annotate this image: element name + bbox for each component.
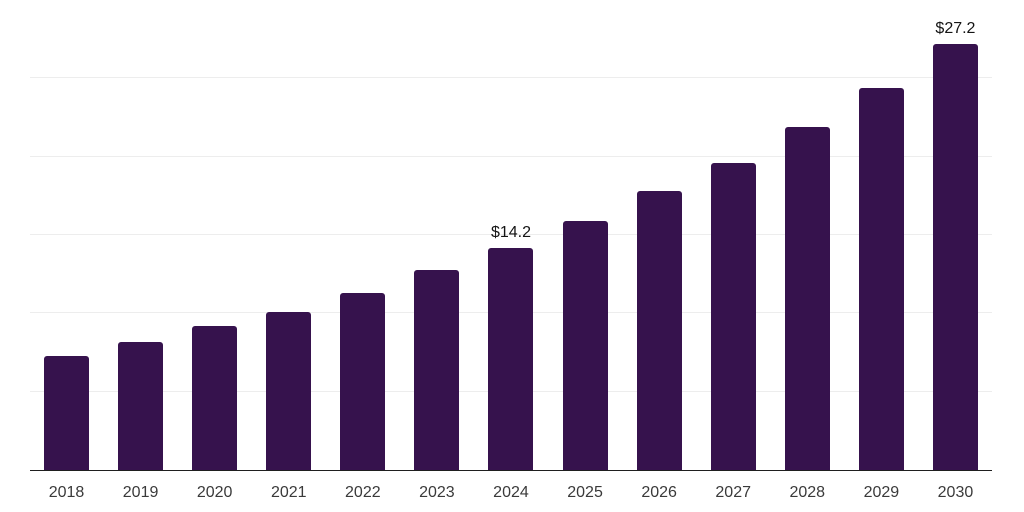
plot-area: $14.2 $27.2 bbox=[30, 0, 992, 471]
x-tick-label-2029: 2029 bbox=[863, 484, 900, 501]
x-tick-label-2027: 2027 bbox=[715, 484, 751, 501]
bar-slot-2027 bbox=[710, 0, 756, 470]
x-tick-label-2020: 2020 bbox=[196, 484, 233, 501]
x-tick-label-2025: 2025 bbox=[567, 484, 603, 501]
bar-slot-2025 bbox=[562, 0, 608, 470]
bar-2028 bbox=[784, 126, 830, 470]
bar-2020 bbox=[192, 325, 238, 470]
x-tick-slot-2030: 2030 bbox=[933, 484, 978, 502]
bar-slot-2023 bbox=[414, 0, 460, 470]
bars-container: $14.2 $27.2 bbox=[30, 0, 992, 470]
bar-slot-2019 bbox=[118, 0, 164, 470]
x-tick-slot-2024: 2024 bbox=[488, 484, 533, 502]
bar-slot-2028 bbox=[784, 0, 830, 470]
gridline-y25 bbox=[30, 77, 992, 79]
bar-2019 bbox=[118, 341, 164, 470]
x-tick-label-2026: 2026 bbox=[641, 484, 677, 501]
bar-slot-2021 bbox=[266, 0, 312, 470]
bar-2029 bbox=[858, 87, 904, 470]
bar-slot-2029 bbox=[858, 0, 904, 470]
x-tick-label-2023: 2023 bbox=[419, 484, 455, 501]
x-tick-slot-2018: 2018 bbox=[44, 484, 89, 502]
x-tick-label-2028: 2028 bbox=[789, 484, 826, 501]
bar-2026 bbox=[636, 191, 682, 470]
x-tick-slot-2027: 2027 bbox=[711, 484, 756, 502]
data-label-2030: $27.2 bbox=[935, 19, 976, 37]
gridline-y15 bbox=[30, 234, 992, 235]
data-label-2024: $14.2 bbox=[490, 223, 531, 241]
bar-2030 bbox=[932, 43, 978, 470]
bar-slot-2024: $14.2 bbox=[488, 0, 534, 470]
x-tick-label-2021: 2021 bbox=[270, 484, 307, 501]
bar-slot-2020 bbox=[192, 0, 238, 470]
bar-2027 bbox=[710, 162, 756, 470]
x-tick-slot-2028: 2028 bbox=[785, 484, 830, 502]
x-tick-slot-2026: 2026 bbox=[637, 484, 682, 502]
x-tick-label-2022: 2022 bbox=[345, 484, 381, 501]
x-axis-line bbox=[30, 469, 992, 471]
bar-slot-2018 bbox=[44, 0, 89, 470]
x-tick-label-2024: 2024 bbox=[493, 484, 529, 501]
x-tick-slot-2023: 2023 bbox=[414, 484, 459, 502]
x-tick-slot-2025: 2025 bbox=[563, 484, 608, 502]
bar-slot-2022 bbox=[340, 0, 386, 470]
bar-slot-2026 bbox=[636, 0, 682, 470]
gridline-y20 bbox=[30, 155, 992, 157]
x-axis-labels: 2018 2019 2020 2021 2022 2023 2024 2025 2026 2027… bbox=[30, 484, 992, 502]
x-tick-slot-2020: 2020 bbox=[192, 484, 237, 502]
x-tick-slot-2022: 2022 bbox=[340, 484, 385, 502]
bar-2025 bbox=[562, 220, 608, 470]
bar-2021 bbox=[266, 311, 312, 470]
bar-slot-2030: $27.2 bbox=[932, 0, 978, 470]
bar-2022 bbox=[340, 293, 386, 470]
x-tick-label-2018: 2018 bbox=[48, 484, 85, 501]
x-tick-label-2030: 2030 bbox=[937, 484, 974, 501]
bar-2024 bbox=[488, 247, 534, 470]
bar-2018 bbox=[44, 355, 89, 470]
x-tick-slot-2029: 2029 bbox=[859, 484, 904, 502]
x-tick-slot-2021: 2021 bbox=[266, 484, 311, 502]
x-tick-slot-2019: 2019 bbox=[118, 484, 163, 502]
x-tick-label-2019: 2019 bbox=[122, 484, 159, 501]
bar-2023 bbox=[414, 269, 460, 470]
